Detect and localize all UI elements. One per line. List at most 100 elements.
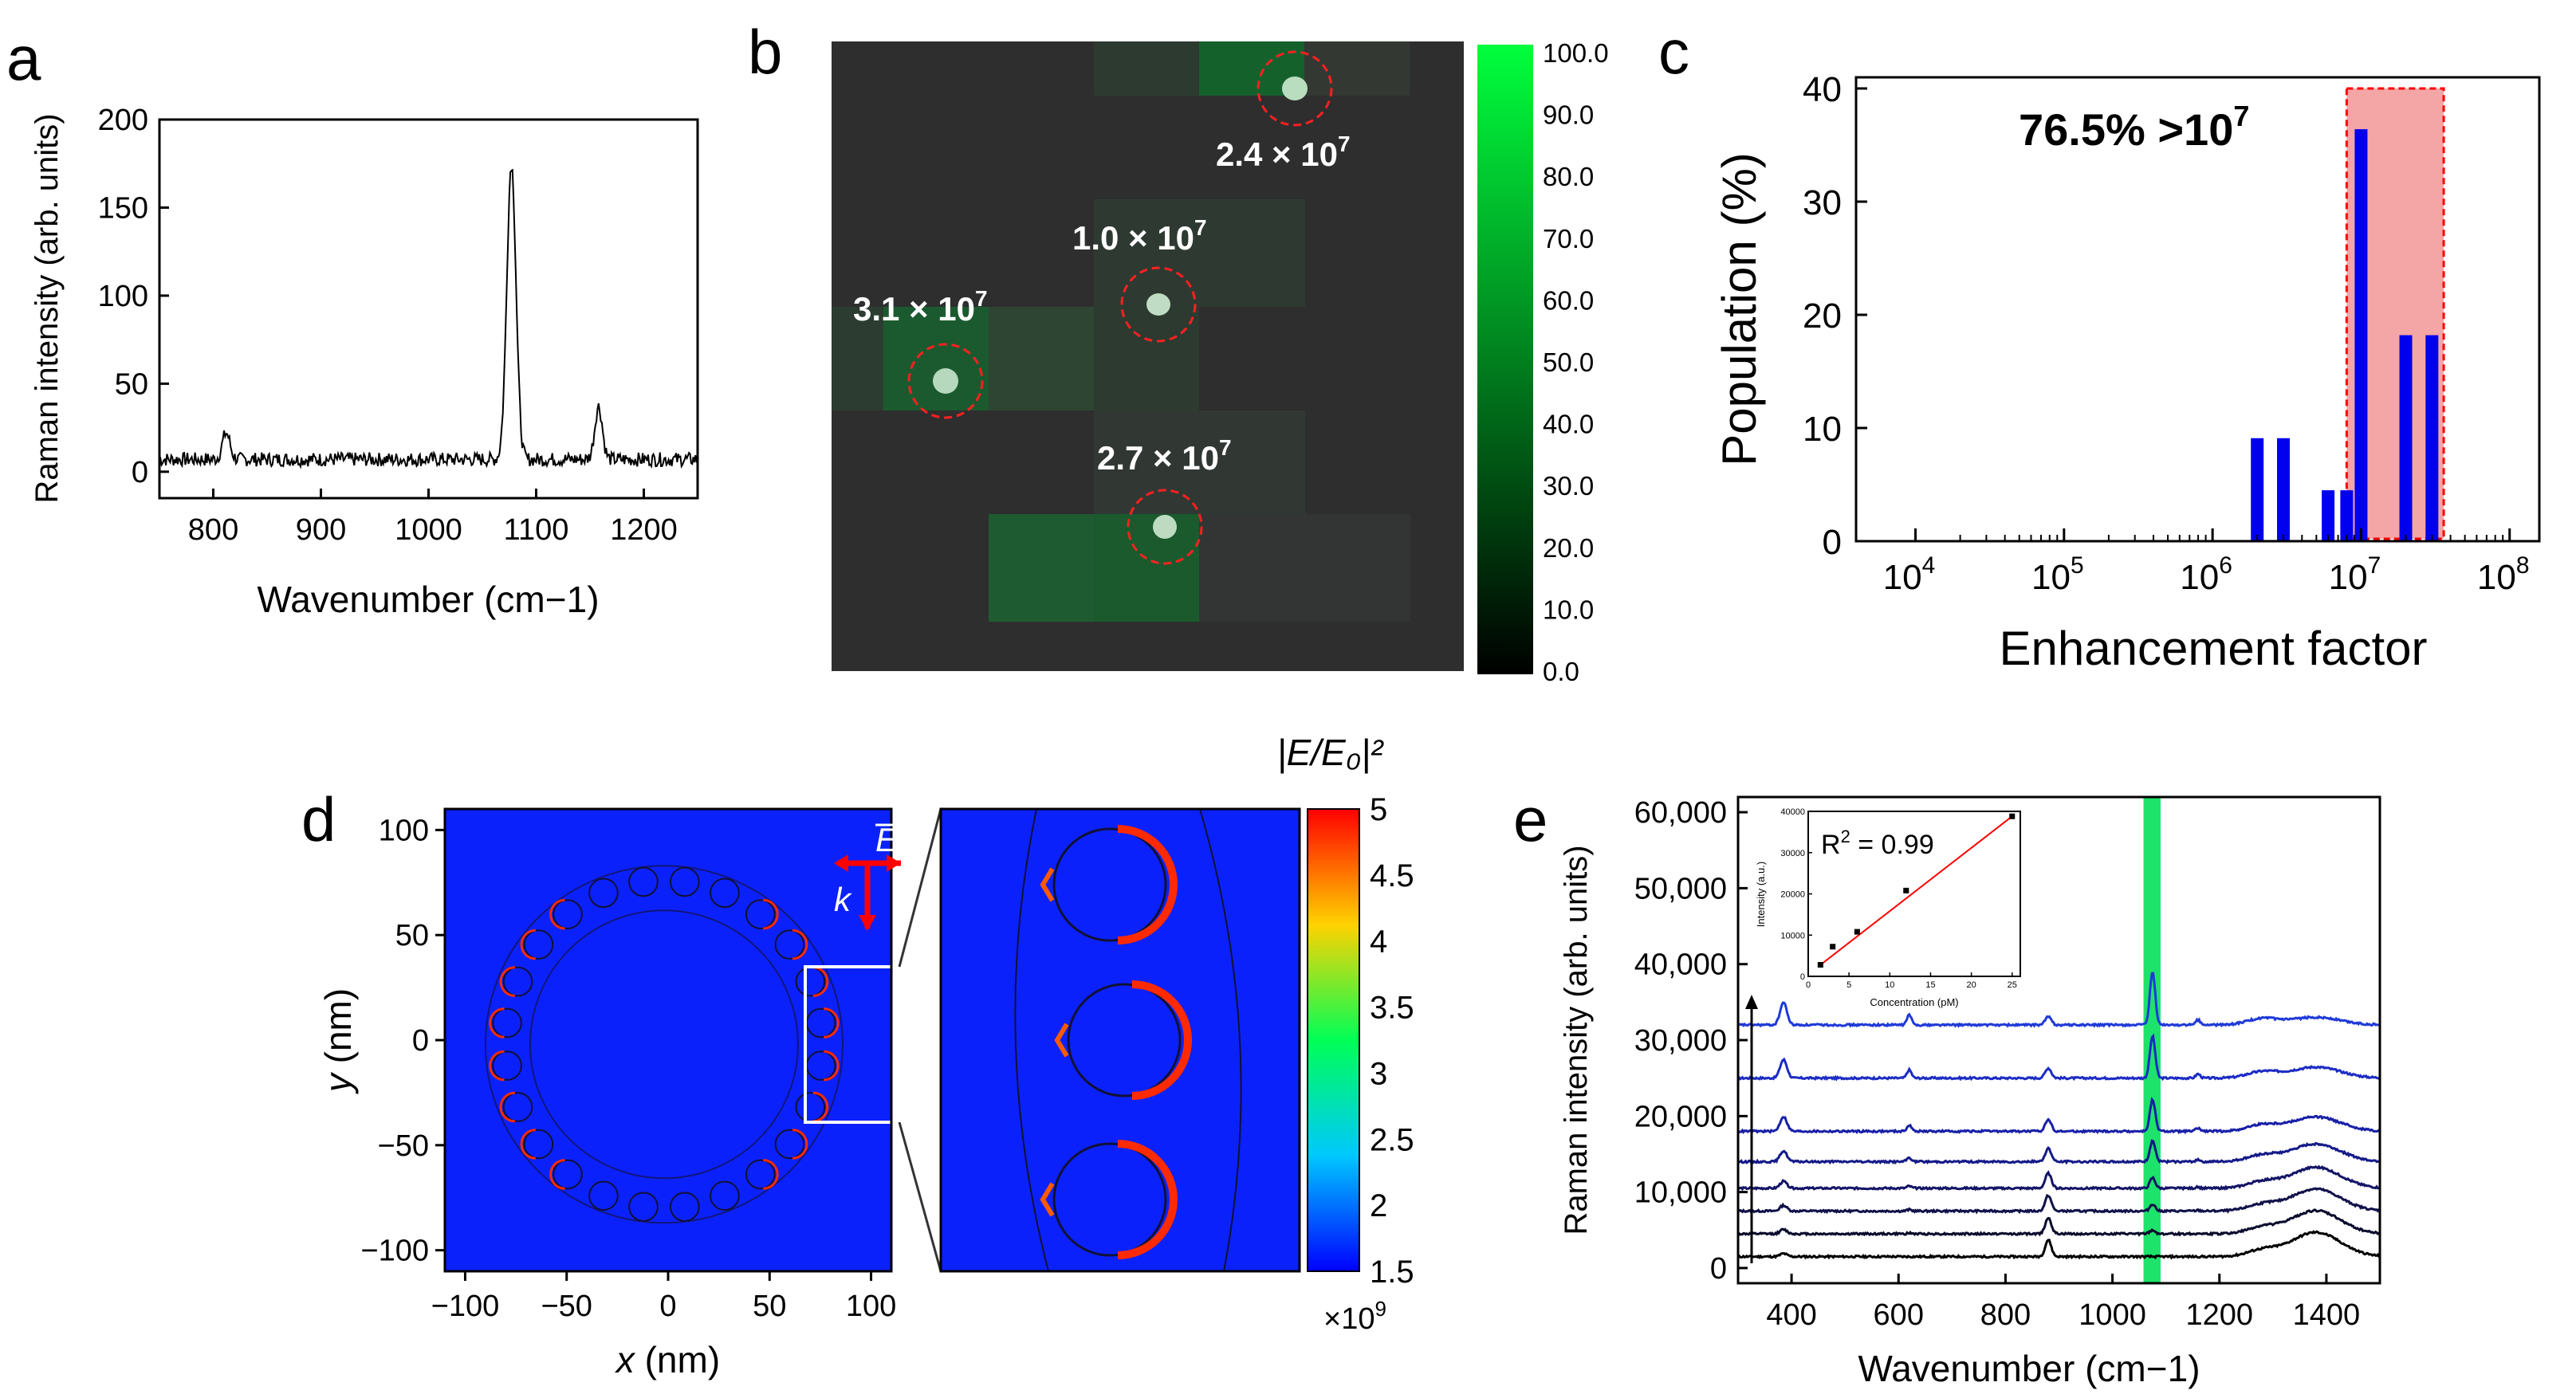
panel-e-inset-x-tick-label: 10: [1885, 980, 1894, 990]
panel-d-k-vector-label: k: [834, 881, 852, 918]
panel-label-b: b: [748, 17, 782, 87]
panel-d-hotspot: [499, 966, 516, 997]
panel-d-x-axis-label: x (nm): [615, 1339, 720, 1380]
panel-d-hotspot: [824, 1007, 840, 1039]
panel-d-nanoparticle: [628, 1192, 659, 1222]
panel-d-zoom-hotspot: [1117, 1140, 1178, 1259]
panel-d-zoom-hotspot: [1117, 825, 1178, 944]
panel-d-zoom-boundary-outer: [1199, 809, 1242, 1271]
panel-b-colorbar-tick-label: 100.0: [1543, 38, 1609, 68]
panel-d-zoom-particle: [1052, 1142, 1167, 1257]
panel-e-inset-x-label: Concentration (pM): [1870, 996, 1958, 1008]
panel-e-inset-data-point: [2009, 813, 2016, 819]
panel-d-zoom-connector-bottom: [898, 1121, 942, 1272]
panel-d-colorbar-tick-label: 3: [1370, 1056, 1387, 1091]
panel-c-x-tick-label: 108: [2477, 552, 2530, 597]
panel-e-y-tick-label: 20,000: [1634, 1100, 1727, 1133]
panel-b-tile: [989, 307, 1094, 410]
panel-c-bar: [2251, 438, 2264, 541]
panel-d-zoom-connector-top: [898, 808, 942, 968]
panel-c-bar: [2277, 438, 2291, 541]
panel-b-colorbar-tick-label: 70.0: [1543, 224, 1594, 253]
panel-c-x-tick-label: 106: [2180, 552, 2232, 597]
panel-d-y-tick-label: 0: [412, 1024, 429, 1058]
panel-b-image: 2.4 × 107 1.0 × 107 3.1 × 107 2.7 × 107 …: [832, 38, 1609, 686]
panel-e-spectrum-line: [1738, 1097, 2380, 1135]
panel-d-hotspot: [812, 966, 829, 997]
panel-label-d: d: [301, 784, 336, 854]
panel-d-zoom-frame: [939, 807, 1301, 1273]
panel-d-colorbar-tick-label: 2: [1370, 1188, 1387, 1223]
panel-b-colorbar-tick-label: 20.0: [1543, 533, 1594, 563]
panel-b-tile: [1304, 41, 1410, 96]
panel-d-x-tick-label: −100: [431, 1290, 500, 1323]
panel-d-zoom-hotspot-gap: [1040, 1182, 1055, 1217]
panel-e-x-tick-label: 1400: [2293, 1298, 2361, 1332]
panel-e-inset-data-point: [1903, 887, 1909, 893]
panel-b-tile: [883, 307, 989, 410]
panel-b-tile: [1094, 307, 1199, 410]
panel-d-hotspot: [549, 898, 565, 930]
panel-d-e-field-label: E: [875, 821, 899, 858]
panel-b-colorbar-tick-label: 60.0: [1543, 285, 1594, 315]
panel-c-x-axis-label: Enhancement factor: [2000, 622, 2428, 675]
panel-d-nanoparticle: [774, 1129, 805, 1160]
panel-e-inset-data-point: [1830, 944, 1836, 950]
panel-a-y-axis-label: Raman intensity (arb. units): [29, 113, 65, 503]
panel-d-nanoparticle: [745, 899, 776, 929]
panel-a-x-tick-label: 1200: [610, 513, 678, 547]
panel-d-hotspot: [812, 1091, 828, 1123]
panel-e-y-axis-label: Raman intensity (arb. units): [1559, 845, 1594, 1235]
panel-b-spot-label-1: 2.4 × 107: [1216, 132, 1351, 173]
panel-d-nanoparticle: [502, 1092, 533, 1122]
panel-d-y-tick-label: −100: [360, 1235, 429, 1268]
panel-d-hotspot: [792, 1129, 808, 1160]
panel-b-particle-4: [1153, 515, 1177, 539]
panel-e-inset-r2: R2 = 0.99: [1821, 827, 1934, 860]
panel-d-zoom-particle: [1067, 983, 1182, 1098]
panel-e-spectrum-line: [1738, 1187, 2380, 1215]
panel-d-colorbar-multiplier: ×109: [1323, 1297, 1386, 1336]
panel-c-y-tick-label: 10: [1803, 410, 1842, 449]
panel-d-nanoparticle: [774, 929, 805, 960]
panel-e-x-tick-label: 1200: [2185, 1298, 2253, 1332]
panel-d-zoom-particles: [1014, 809, 1242, 1271]
panel-c-y-tick-label: 40: [1803, 70, 1842, 109]
panel-e-x-tick-label: 800: [1980, 1298, 2031, 1332]
panel-e-inset-y-tick-label: 10000: [1780, 931, 1805, 940]
panel-d-colorbar: [1307, 808, 1360, 1272]
panel-d-nanoparticle: [710, 1180, 740, 1211]
panel-d-nanoparticle: [588, 878, 619, 909]
panel-b-colorbar-tick-label: 90.0: [1543, 100, 1594, 130]
panel-b-colorbar-tick-label: 30.0: [1543, 471, 1594, 501]
panel-e-inset-x-tick-label: 0: [1806, 980, 1811, 990]
panel-b-colorbar: [1477, 45, 1533, 674]
panel-e-spectrum-line: [1738, 1164, 2380, 1192]
panel-e-spectrum-line: [1738, 1208, 2380, 1237]
panel-b-tile: [832, 307, 883, 410]
panel-c-bar: [2425, 335, 2439, 541]
panel-b-tile: [989, 514, 1094, 622]
panel-a-y-tick-label: 100: [98, 280, 148, 313]
panel-b-colorbar-tick-label: 0.0: [1543, 657, 1579, 686]
panel-d-nanoparticle: [670, 1192, 700, 1222]
panel-b-particle-3: [933, 368, 958, 394]
panel-c-bar: [2322, 490, 2335, 541]
panel-e-y-ticks: 0 10,000 20,000 30,000 40,000 50,000 60,000: [1634, 796, 1748, 1286]
panel-d-y-axis-label: y (nm): [317, 988, 359, 1094]
panel-e-x-ticks: 400 600 800 1000 1200 1400: [1766, 1274, 2360, 1332]
panel-d-polarization-indicator: E k: [834, 821, 901, 931]
panel-d-zoom-view: [941, 809, 1300, 1271]
panel-d-nanoparticle: [710, 878, 740, 909]
panel-e-inset-data-point: [1817, 962, 1823, 968]
panel-c-x-tick-label: 105: [2031, 552, 2084, 597]
panel-b-particle-2: [1146, 293, 1170, 316]
panel-e-inset-y-tick-label: 0: [1800, 972, 1805, 982]
panel-b-circle-marker-1: [1257, 50, 1333, 127]
panel-e-inset-y-tick-label: 20000: [1780, 890, 1805, 900]
panel-d-nanoparticle: [502, 966, 533, 997]
panel-b-particle-1: [1282, 77, 1308, 100]
panel-a-y-tick-label: 0: [132, 456, 148, 489]
panel-d-chart: E k −100 −50 0 50 100 100 50 0 −50 −100 x (nm) y…: [317, 732, 1414, 1380]
panel-d-hotspot: [499, 1091, 516, 1123]
